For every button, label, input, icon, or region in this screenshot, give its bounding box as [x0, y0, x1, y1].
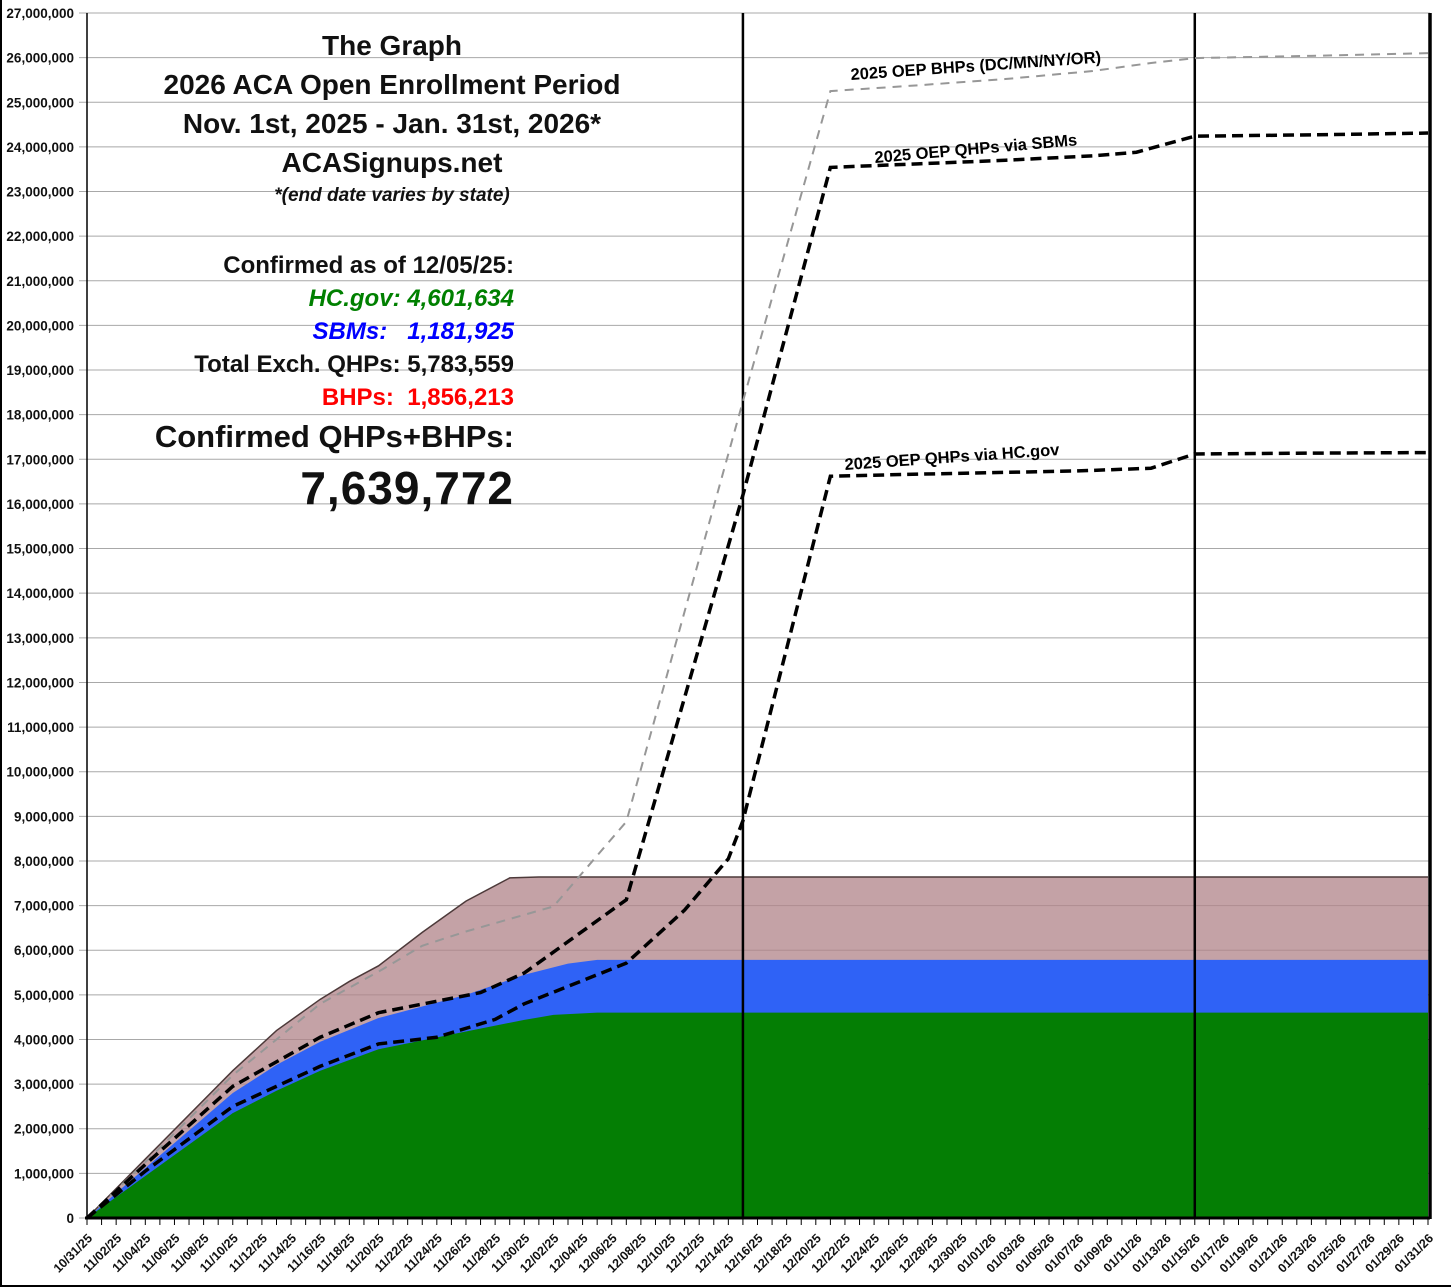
areas: [86, 876, 1428, 1219]
y-tick-label: 11,000,000: [7, 720, 74, 735]
line-2025-oep-qhps-hcgov: [85, 450, 1429, 1220]
y-tick-label: 8,000,000: [14, 854, 74, 869]
end-date-footnote: *(end date varies by state): [274, 185, 510, 206]
y-tick-label: 26,000,000: [6, 51, 74, 66]
y-tick-label: 5,000,000: [14, 988, 74, 1003]
stats-block: Confirmed as of 12/05/25: HC.gov: 4,601,…: [62, 249, 514, 516]
y-tick-label: 21,000,000: [6, 274, 74, 289]
y-tick-label: 16,000,000: [6, 497, 74, 512]
chart-title: The Graph: [321, 30, 462, 61]
y-tick-label: 10,000,000: [6, 765, 74, 780]
series-labels: 2025 OEP BHPs (DC/MN/NY/OR) 2025 OEP QHPs…: [844, 49, 1102, 474]
line-2025-oep-qhps-sbms-label: 2025 OEP QHPs via SBMs: [874, 131, 1078, 167]
line-2025-oep-qhps-sbms: [85, 131, 1429, 1220]
y-tick-label: 27,000,000: [6, 6, 74, 21]
y-tick-label: 0: [66, 1211, 74, 1226]
title-block: The Graph 2026 ACA Open Enrollment Perio…: [112, 26, 672, 209]
line-2025-oep-qhps-hcgov-label: 2025 OEP QHPs via HC.gov: [844, 441, 1061, 474]
y-tick-label: 17,000,000: [6, 452, 74, 467]
y-tick-label: 13,000,000: [6, 631, 74, 646]
reference-lines: [741, 13, 1197, 1218]
stat-sbms: SBMs: 1,181,925: [312, 318, 514, 345]
stat-bhps: BHPs: 1,856,213: [321, 384, 514, 411]
chart-subtitle-period: 2026 ACA Open Enrollment Period: [163, 69, 621, 100]
y-tick-label: 23,000,000: [6, 185, 74, 200]
y-tick-label: 12,000,000: [6, 675, 74, 690]
y-tick-label: 1,000,000: [14, 1166, 74, 1181]
y-tick-label: 7,000,000: [14, 899, 74, 914]
site-name: ACASignups.net: [281, 147, 503, 178]
chart-subtitle-dates: Nov. 1st, 2025 - Jan. 31st, 2026*: [182, 108, 602, 139]
stat-total-qhps: Total Exch. QHPs: 5,783,559: [194, 351, 514, 378]
line-2025-oep-bhps: [86, 52, 1429, 1219]
gridlines: [79, 12, 1430, 1219]
y-tick-label: 14,000,000: [6, 586, 74, 601]
combined-total-label: Confirmed QHPs+BHPs:: [154, 419, 514, 454]
area-2026-qhps-plus-bhps-top-edge: [86, 876, 1428, 1219]
stat-hcgov: HC.gov: 4,601,634: [308, 285, 514, 312]
reference-series: [85, 52, 1429, 1220]
combined-total-value: 7,639,772: [300, 462, 514, 514]
y-tick-label: 9,000,000: [14, 809, 74, 824]
y-tick-label: 18,000,000: [6, 408, 74, 423]
x-axis-ticks: [86, 1218, 1429, 1225]
y-tick-label: 24,000,000: [6, 140, 74, 155]
y-tick-label: 2,000,000: [14, 1122, 74, 1137]
y-tick-label: 15,000,000: [6, 542, 74, 557]
y-tick-label: 19,000,000: [6, 363, 74, 378]
y-tick-label: 6,000,000: [14, 943, 74, 958]
y-tick-label: 3,000,000: [14, 1077, 74, 1092]
y-tick-label: 22,000,000: [6, 229, 74, 244]
y-tick-label: 4,000,000: [14, 1032, 74, 1047]
line-2025-oep-bhps-label: 2025 OEP BHPs (DC/MN/NY/OR): [850, 49, 1102, 84]
x-axis-labels: 10/31/2511/02/2511/04/2511/06/2511/08/25…: [51, 1231, 1436, 1275]
y-axis-labels: 0 1,000,000 2,000,000 3,000,000 4,000,000 5,0…: [6, 6, 74, 1226]
y-tick-label: 25,000,000: [6, 95, 74, 110]
stats-heading: Confirmed as of 12/05/25:: [223, 252, 514, 279]
area-2026-hcgov-qhps: [87, 1012, 1428, 1218]
y-tick-label: 20,000,000: [6, 318, 74, 333]
